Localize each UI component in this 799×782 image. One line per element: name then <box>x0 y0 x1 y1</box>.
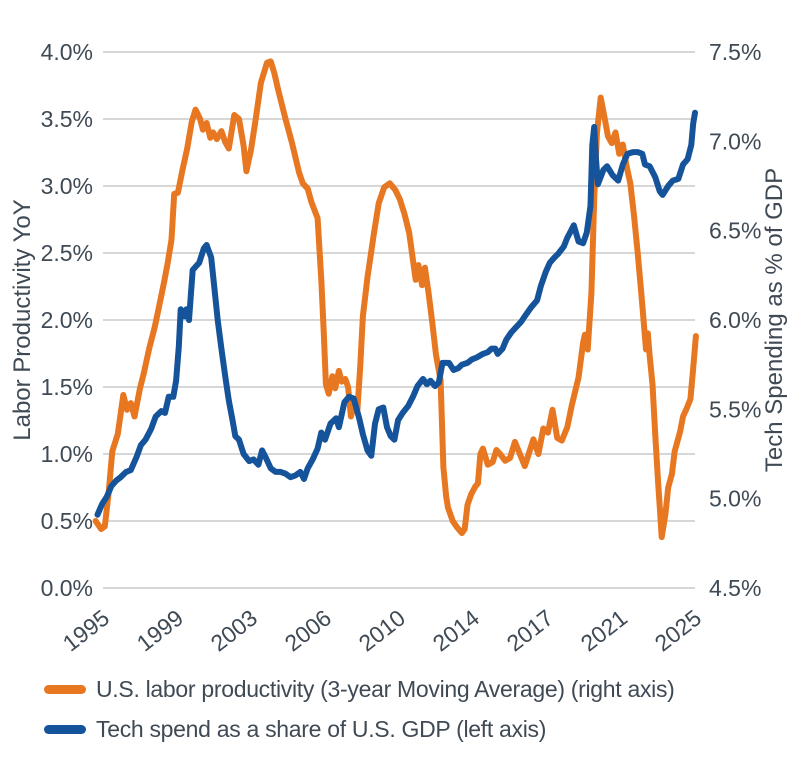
right-axis-tick-label: 4.5% <box>709 575 761 601</box>
left-axis-tick-label: 2.5% <box>41 240 93 266</box>
left-axis-tick-label: 0.0% <box>41 575 93 601</box>
right-axis-title: Tech Spending as % of GDP <box>761 168 788 472</box>
left-axis-tick-label: 0.5% <box>41 508 93 534</box>
left-axis-title: Labor Productivity YoY <box>9 199 36 441</box>
x-axis-tick-label: 2025 <box>650 604 706 656</box>
left-axis-tick-label: 1.0% <box>41 441 93 467</box>
right-axis-tick-label: 5.0% <box>709 486 761 512</box>
right-axis-tick-label: 7.5% <box>709 39 761 65</box>
chart-legend: U.S. labor productivity (3-year Moving A… <box>0 676 799 743</box>
left-axis-tick-label: 3.0% <box>41 173 93 199</box>
left-axis-tick-label: 4.0% <box>41 39 93 65</box>
x-axis-tick-label: 2006 <box>280 604 336 656</box>
series-line-tech-spend <box>94 109 698 518</box>
right-axis-tick-label: 7.0% <box>709 128 761 154</box>
x-axis-tick-label: 2017 <box>502 604 558 656</box>
right-axis-tick-label: 6.0% <box>709 307 761 333</box>
chart-canvas: 0.0% 0.5% 1.0% 1.5% 2.0% 2.5% 3.0% 3.5% 4.0% 4.5%… <box>9 39 788 656</box>
x-axis-tick-label: 2014 <box>428 604 484 656</box>
x-axis-tick-label: 2010 <box>354 604 410 656</box>
left-axis-tick-label: 2.0% <box>41 307 93 333</box>
legend-label-tech-spend: Tech spend as a share of U.S. GDP (left … <box>96 716 547 742</box>
x-axis-tick-label: 2003 <box>206 604 262 656</box>
legend-item-tech-spend: Tech spend as a share of U.S. GDP (left … <box>44 716 799 743</box>
left-axis-tick-label: 1.5% <box>41 374 93 400</box>
x-axis-tick-label: 2021 <box>576 604 632 656</box>
series-line-productivity <box>92 58 699 541</box>
legend-swatch-productivity <box>44 685 86 694</box>
x-axis-tick-label: 1999 <box>132 604 188 656</box>
legend-label-productivity: U.S. labor productivity (3-year Moving A… <box>96 676 675 702</box>
legend-swatch-tech-spend <box>44 725 86 734</box>
legend-item-productivity: U.S. labor productivity (3-year Moving A… <box>44 676 799 703</box>
x-axis-tick-label: 1995 <box>58 604 114 656</box>
left-axis-tick-label: 3.5% <box>41 106 93 132</box>
right-axis-tick-label: 5.5% <box>709 396 761 422</box>
right-axis-tick-label: 6.5% <box>709 218 761 244</box>
